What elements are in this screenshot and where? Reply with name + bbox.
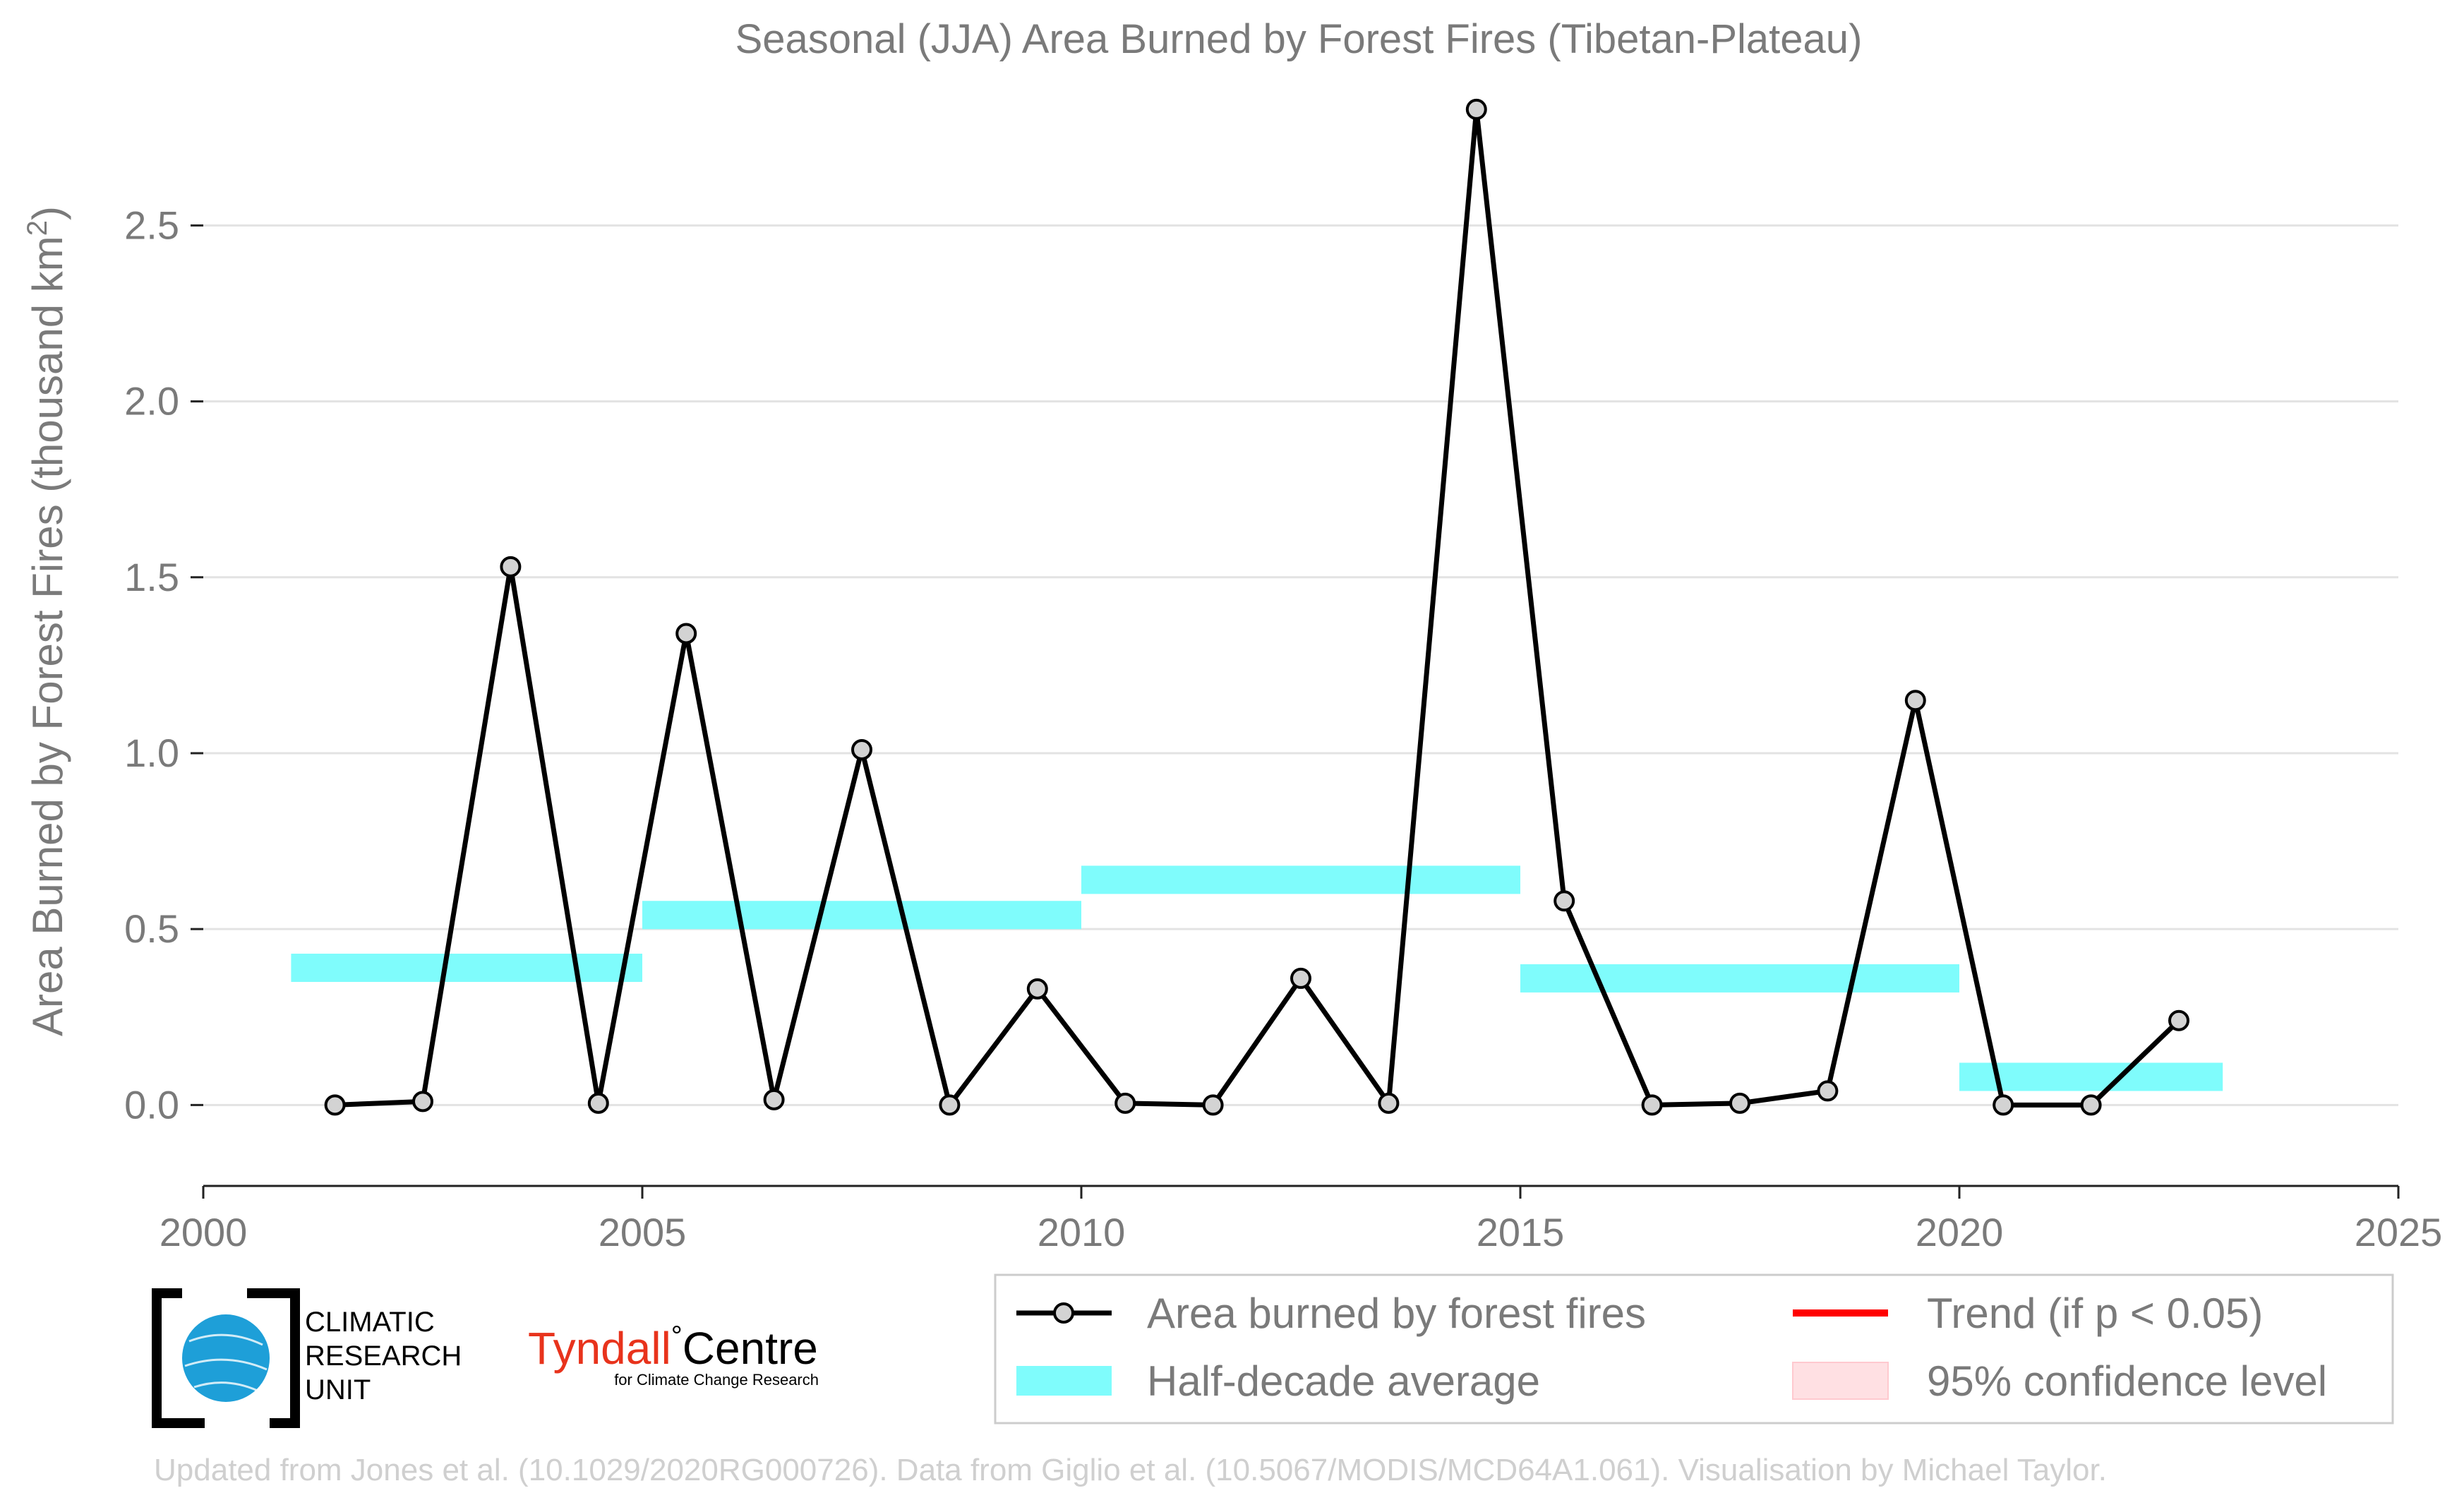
area-burned-point	[412, 1091, 433, 1113]
half-decade-average-bar	[1959, 1062, 2223, 1091]
y-axis-label-superscript: 2	[22, 220, 53, 236]
half-decade-average-bar	[1520, 964, 1959, 993]
x-axis: 2000 2005 2010 2015 2020 2025	[160, 1185, 2443, 1254]
x-tick-label: 2000	[160, 1210, 248, 1254]
tyndall-wordmark: Tyndall°Centre	[528, 1321, 818, 1374]
area-burned-point	[1026, 978, 1048, 1000]
cru-globe-icon	[182, 1314, 270, 1402]
y-axis-label-main: Area Burned by Forest Fires (thousand km	[24, 236, 71, 1036]
footer-credits: Updated from Jones et al. (10.1029/2020R…	[154, 1453, 2107, 1487]
legend-label-area-burned: Area burned by forest fires	[1147, 1290, 1646, 1337]
cru-logo-frame	[152, 1288, 300, 1428]
area-burned-point	[1114, 1092, 1136, 1114]
area-burned-point	[1553, 890, 1575, 912]
area-burned-point	[1729, 1092, 1750, 1114]
legend-label-trend: Trend (if p < 0.05)	[1927, 1290, 2263, 1337]
legend: Area burned by forest fires Trend (if p …	[994, 1273, 2394, 1425]
area-burned-point	[1641, 1094, 1663, 1116]
tyndall-name: Tyndall	[528, 1323, 671, 1374]
area-burned-point	[1202, 1094, 1224, 1116]
half-decade-average-bars	[291, 865, 2223, 1091]
cru-logo: CLIMATIC RESEARCH UNIT	[152, 1288, 462, 1428]
legend-label-half-decade: Half-decade average	[1147, 1357, 1540, 1405]
area-burned-point	[587, 1092, 609, 1114]
area-burned-series	[324, 98, 2189, 1116]
legend-marker-area-burned	[1053, 1302, 1074, 1324]
area-burned-point	[763, 1089, 785, 1110]
legend-swatch-half-decade	[1016, 1366, 1112, 1396]
cru-globe-lines	[184, 1333, 268, 1392]
area-burned-point	[2168, 1009, 2189, 1031]
y-axis-ticks: 0.0 0.5 1.0 1.5 2.0 2.5	[124, 203, 203, 1127]
x-tick-label: 2020	[1916, 1210, 2004, 1254]
y-tick-label: 1.0	[124, 731, 179, 775]
y-tick-label: 1.5	[124, 555, 179, 599]
cru-text-line2: RESEARCH	[305, 1341, 462, 1372]
y-tick-label: 2.5	[124, 203, 179, 247]
area-burned-point	[1378, 1092, 1400, 1114]
tyndall-logo: Tyndall°Centre for Climate Change Resear…	[528, 1321, 819, 1389]
tyndall-degree: °	[671, 1321, 683, 1352]
area-burned-point	[1904, 690, 1926, 712]
tyndall-centre: Centre	[683, 1323, 818, 1374]
area-burned-point	[1817, 1080, 1839, 1102]
area-burned-point	[324, 1094, 346, 1116]
y-axis-label: Area Burned by Forest Fires (thousand km…	[22, 206, 71, 1036]
chart-title: Seasonal (JJA) Area Burned by Forest Fir…	[735, 16, 1863, 62]
area-burned-point	[500, 556, 522, 577]
x-tick-label: 2025	[2355, 1210, 2443, 1254]
y-tick-label: 0.5	[124, 906, 179, 951]
legend-swatch-confidence	[1792, 1362, 1889, 1400]
area-burned-point	[675, 623, 697, 644]
area-burned-point	[851, 738, 872, 760]
area-burned-point	[1290, 967, 1311, 989]
x-tick-label: 2005	[599, 1210, 687, 1254]
area-burned-point	[939, 1094, 961, 1116]
y-axis-label-close: )	[24, 206, 71, 220]
tyndall-subtitle: for Climate Change Research	[614, 1371, 819, 1389]
legend-frame	[994, 1273, 2394, 1425]
half-decade-average-bar	[1081, 865, 1520, 894]
y-tick-label: 0.0	[124, 1082, 179, 1127]
y-tick-label: 2.0	[124, 379, 179, 424]
area-burned-point	[2080, 1094, 2102, 1116]
legend-label-confidence: 95% confidence level	[1927, 1357, 2327, 1405]
half-decade-average-bar	[642, 901, 1081, 930]
cru-text-line1: CLIMATIC	[305, 1307, 435, 1338]
x-tick-label: 2015	[1477, 1210, 1565, 1254]
cru-text-line3: UNIT	[305, 1374, 371, 1405]
half-decade-average-bar	[291, 953, 642, 982]
area-burned-point	[1993, 1094, 2014, 1116]
x-tick-label: 2010	[1038, 1210, 1126, 1254]
area-burned-line	[335, 107, 2181, 1108]
area-burned-point	[1465, 98, 1487, 120]
